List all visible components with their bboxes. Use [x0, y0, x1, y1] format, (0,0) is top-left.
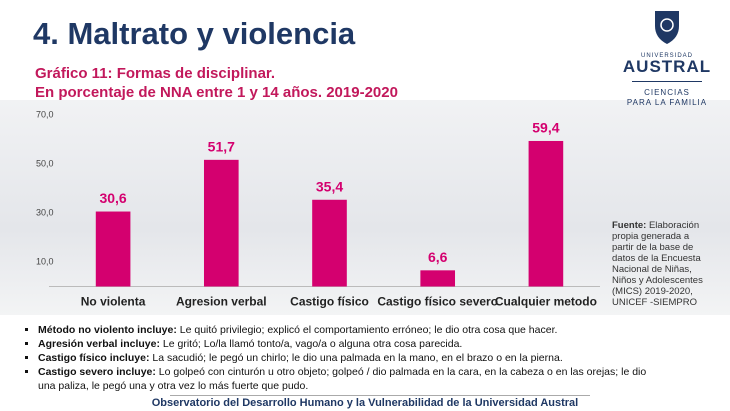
- value-label: 30,6: [99, 190, 126, 206]
- x-tick-label: Agresion verbal: [176, 295, 267, 309]
- logo-line: CIENCIAS: [644, 88, 690, 97]
- note-label: Castigo físico incluye:: [38, 352, 150, 364]
- logo-small: UNIVERSIDAD: [640, 53, 693, 59]
- bar: [528, 140, 564, 287]
- slide-title: 4. Maltrato y violencia: [33, 16, 356, 51]
- source-label: Fuente:: [612, 220, 647, 231]
- note-label: Castigo severo incluye:: [38, 366, 156, 378]
- bar: [312, 199, 347, 287]
- logo: UNIVERSIDAD AUSTRAL CIENCIAS PARA LA FAM…: [612, 8, 722, 108]
- value-label: 35,4: [316, 178, 343, 194]
- x-tick-label: Castigo físico: [290, 295, 369, 309]
- source-text: Elaboración propia generada a partir de …: [612, 220, 703, 308]
- bar: [420, 270, 456, 287]
- chart: 10,0 30,0 50,0 70,0 No violenta 30,6 Agresion …: [36, 109, 600, 309]
- x-tick-label: Castigo físico severo: [377, 295, 498, 309]
- x-tick-label: Cualquier metodo: [495, 295, 597, 309]
- logo-name: AUSTRAL: [622, 57, 712, 76]
- logo-shield: [655, 11, 679, 44]
- note-text: Le quitó privilegio; explicó el comporta…: [179, 324, 558, 336]
- value-label: 59,4: [532, 120, 559, 136]
- note-label: Método no violento incluye:: [38, 324, 177, 336]
- chart-subtitle: En porcentaje de NNA entre 1 y 14 años. …: [35, 84, 398, 101]
- y-tick-label: 30,0: [36, 207, 54, 217]
- note: Castigo físico incluye: La sacudió; le p…: [38, 351, 658, 365]
- value-label: 6,6: [428, 249, 448, 265]
- logo-line: PARA LA FAMILIA: [626, 98, 708, 107]
- note: Agresión verbal incluye: Le gritó; Lo/la…: [38, 337, 658, 351]
- x-tick-label: No violenta: [81, 295, 146, 309]
- y-tick-label: 70,0: [36, 109, 54, 119]
- note: Método no violento incluye: Le quitó pri…: [38, 323, 658, 337]
- notes: Método no violento incluye: Le quitó pri…: [24, 323, 658, 393]
- note: Castigo severo incluye: Lo golpeó con ci…: [38, 365, 658, 393]
- note-text: La sacudió; le pegó un chirlo; le dio un…: [152, 352, 563, 364]
- footer: Observatorio del Desarrollo Humano y la …: [151, 397, 579, 409]
- value-label: 51,7: [208, 139, 235, 155]
- note-text: Lo golpeó con cinturón u otro objeto; go…: [38, 366, 647, 392]
- chart-title: Gráfico 11: Formas de disciplinar.: [35, 65, 276, 82]
- bar: [203, 159, 239, 287]
- bar: [95, 211, 131, 287]
- note-text: Le gritó; Lo/la llamó tonto/a, vago/a o …: [162, 338, 463, 350]
- source: Fuente: Elaboración propia generada a pa…: [612, 220, 712, 308]
- y-tick-label: 10,0: [36, 256, 54, 266]
- note-label: Agresión verbal incluye:: [38, 338, 160, 350]
- y-tick-label: 50,0: [36, 158, 54, 168]
